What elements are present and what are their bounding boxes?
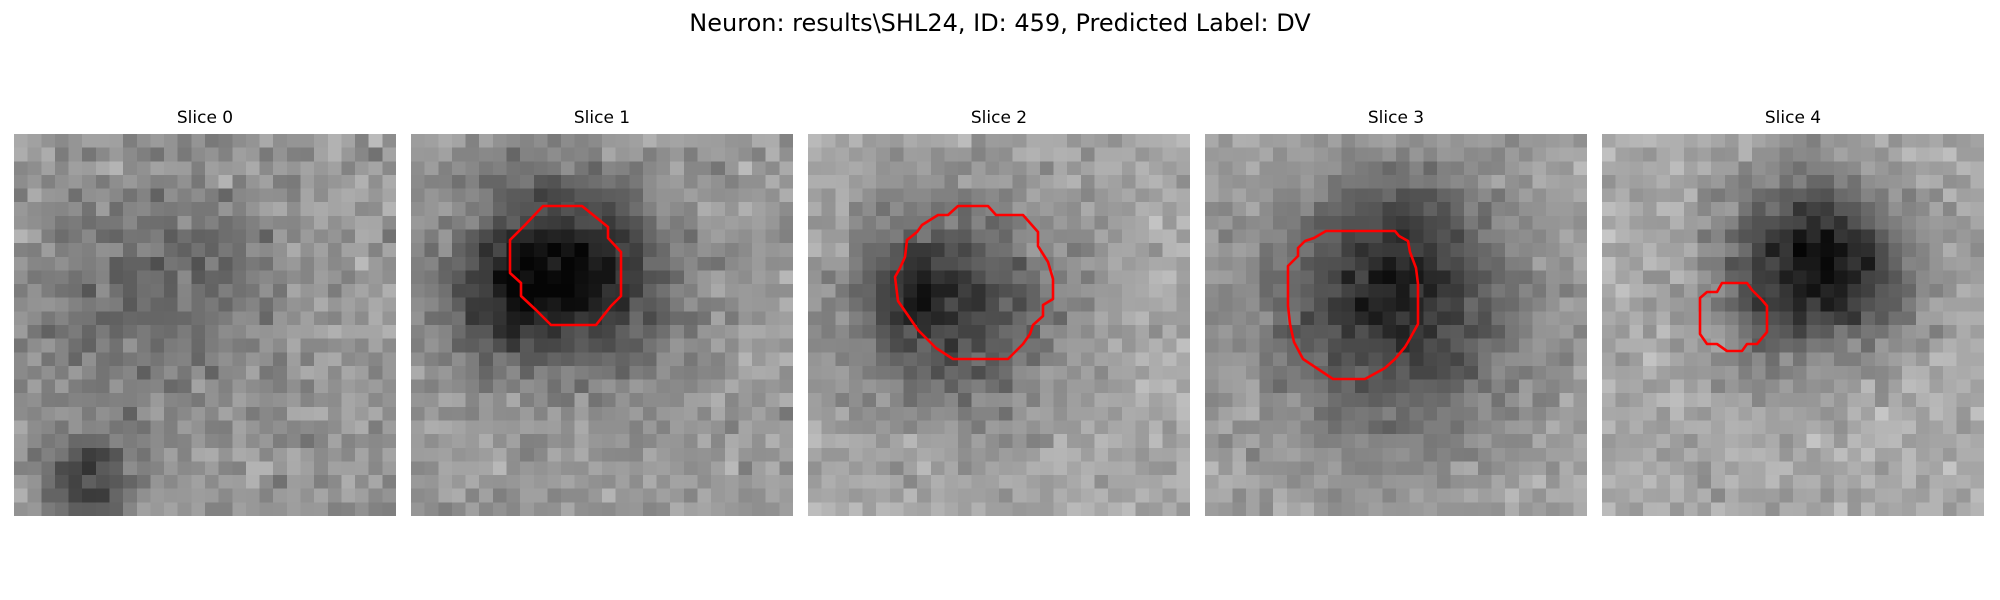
slice-image-4 [1602, 134, 1984, 516]
slice-title-2: Slice 2 [808, 108, 1190, 128]
slice-title-0: Slice 0 [14, 108, 396, 128]
slice-title-1: Slice 1 [411, 108, 793, 128]
slice-title-3: Slice 3 [1205, 108, 1587, 128]
slice-image-2 [808, 134, 1190, 516]
slice-panel-4: Slice 4 [1602, 108, 1984, 516]
roi-contour-1 [510, 206, 621, 325]
slice-overlay-0 [14, 134, 396, 516]
slice-panel-2: Slice 2 [808, 108, 1190, 516]
slice-overlay-3 [1205, 134, 1587, 516]
slice-title-4: Slice 4 [1602, 108, 1984, 128]
slice-overlay-4 [1602, 134, 1984, 516]
slice-image-1 [411, 134, 793, 516]
slice-image-3 [1205, 134, 1587, 516]
roi-contour-4 [1700, 283, 1767, 351]
slice-overlay-2 [808, 134, 1190, 516]
slice-panel-1: Slice 1 [411, 108, 793, 516]
slice-panel-3: Slice 3 [1205, 108, 1587, 516]
slice-image-0 [14, 134, 396, 516]
slice-overlay-1 [411, 134, 793, 516]
roi-contour-3 [1288, 231, 1418, 379]
roi-contour-2 [895, 206, 1053, 359]
slice-panel-0: Slice 0 [14, 108, 396, 516]
figure-title: Neuron: results\SHL24, ID: 459, Predicte… [0, 8, 2000, 38]
